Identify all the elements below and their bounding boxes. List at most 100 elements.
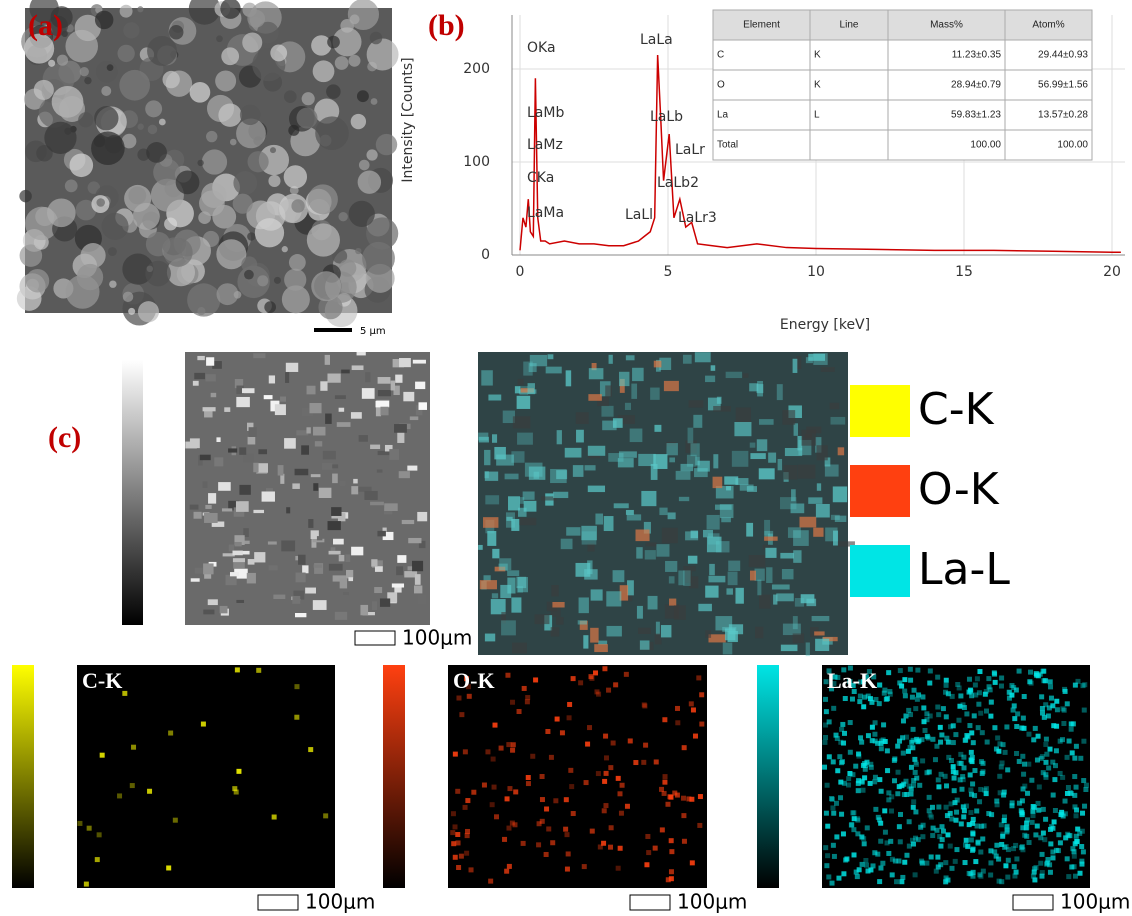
texture — [312, 60, 335, 83]
texture — [826, 874, 832, 880]
texture — [983, 786, 989, 792]
texture — [545, 728, 551, 734]
texture — [650, 463, 658, 480]
texture — [394, 424, 407, 433]
texture — [855, 780, 861, 786]
texture — [974, 808, 980, 814]
texture — [492, 548, 500, 559]
texture — [929, 804, 935, 810]
texture — [706, 536, 722, 553]
texture — [954, 847, 960, 853]
texture — [1006, 695, 1012, 701]
texture — [980, 868, 986, 874]
texture — [365, 372, 371, 383]
texture — [1065, 784, 1071, 790]
texture — [784, 447, 803, 457]
texture — [122, 291, 134, 303]
texture — [95, 60, 118, 83]
texture — [683, 566, 696, 572]
texture — [901, 781, 907, 787]
texture — [776, 384, 783, 401]
texture — [754, 626, 764, 639]
texture — [228, 500, 240, 511]
texture — [838, 779, 844, 785]
texture — [910, 745, 916, 751]
texture — [471, 789, 477, 795]
texture — [511, 597, 522, 613]
scale-label: 100μm — [1060, 890, 1130, 914]
texture — [1068, 726, 1074, 732]
texture — [991, 670, 997, 676]
texture — [863, 862, 869, 868]
texture — [653, 454, 668, 469]
texture — [1030, 813, 1036, 819]
texture — [870, 863, 876, 869]
texture — [1077, 830, 1083, 836]
texture — [793, 550, 802, 563]
map-label: C-K — [82, 668, 122, 693]
texture — [998, 764, 1004, 770]
texture — [364, 490, 378, 500]
texture — [987, 687, 993, 693]
texture — [512, 642, 527, 654]
texture — [117, 44, 135, 63]
texture — [204, 512, 218, 523]
texture — [1014, 724, 1020, 730]
texture — [504, 473, 519, 480]
texture — [1073, 813, 1079, 819]
texture — [596, 691, 602, 697]
texture — [507, 577, 516, 594]
texture — [932, 757, 938, 763]
texture — [735, 407, 751, 424]
texture — [451, 841, 457, 847]
texture — [960, 777, 966, 783]
texture — [949, 693, 955, 699]
texture — [1047, 746, 1053, 752]
texture — [479, 580, 497, 590]
texture — [211, 521, 225, 527]
texture — [351, 546, 364, 556]
texture — [310, 530, 319, 540]
texture — [597, 844, 603, 850]
texture — [857, 693, 863, 699]
texture — [591, 362, 597, 371]
texture — [725, 371, 743, 379]
texture — [715, 486, 734, 499]
texture — [993, 746, 999, 752]
texture — [493, 814, 499, 820]
texture — [678, 496, 690, 502]
texture — [204, 573, 212, 579]
texture — [608, 825, 614, 831]
texture — [241, 256, 258, 273]
texture — [967, 723, 973, 729]
texture — [838, 760, 844, 766]
texture — [294, 714, 300, 720]
texture — [841, 780, 847, 786]
texture — [1016, 668, 1022, 674]
texture — [731, 450, 749, 467]
texture — [665, 560, 678, 572]
texture — [569, 784, 575, 790]
texture — [978, 823, 984, 829]
texture — [338, 212, 348, 222]
texture — [726, 588, 733, 595]
texture — [336, 422, 351, 427]
texture — [597, 397, 609, 407]
texture — [494, 446, 506, 460]
texture — [950, 723, 956, 729]
texture — [910, 737, 916, 743]
texture — [764, 519, 771, 536]
texture — [1051, 819, 1057, 825]
texture — [992, 849, 998, 855]
texture — [921, 705, 927, 711]
texture — [984, 739, 990, 745]
texture — [1009, 683, 1015, 689]
texture — [766, 567, 773, 583]
texture — [484, 633, 496, 642]
texture — [697, 460, 710, 472]
texture — [382, 527, 387, 532]
texture — [668, 576, 675, 584]
texture — [384, 503, 398, 512]
texture — [1068, 721, 1074, 727]
